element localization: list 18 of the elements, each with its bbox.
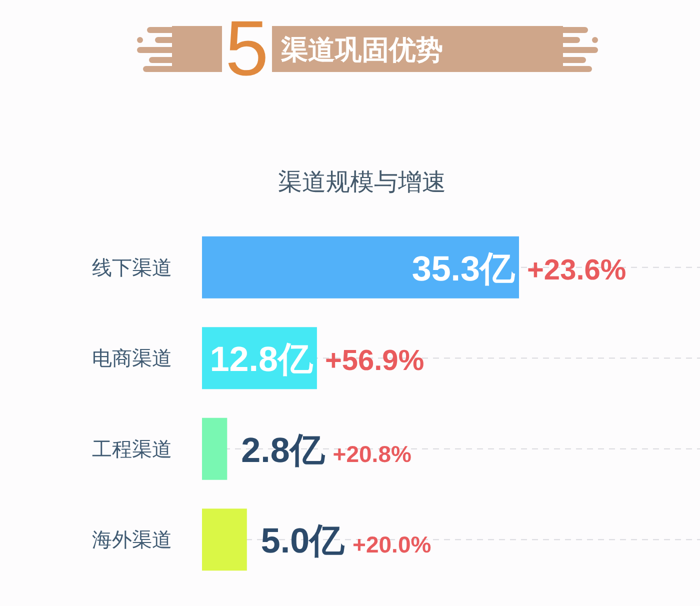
text: +23.6% [527,254,626,286]
annotation: +20.0% [352,532,432,558]
data-label: 2.8亿 [241,430,326,470]
annotation: +20.8% [332,440,412,467]
y-tick-label: 工程渠道 [92,436,172,461]
bar [202,508,247,571]
y-tick-label: 线下渠道 [92,255,172,280]
bar [202,418,228,480]
chart-subtitle: 渠道规模与增速 [278,168,446,196]
text: 5 [225,4,269,92]
y-tick-label: 电商渠道 [92,346,172,370]
annotation: +56.9% [324,345,424,378]
data-label: 12.8亿 [210,340,314,380]
y-tick-label: 海外渠道 [92,528,172,552]
data-label: 35.3亿 [412,249,516,288]
data-label: 5.0亿 [260,522,346,561]
bar [202,236,519,298]
chart-title: 渠道巩固优势 [280,35,443,66]
